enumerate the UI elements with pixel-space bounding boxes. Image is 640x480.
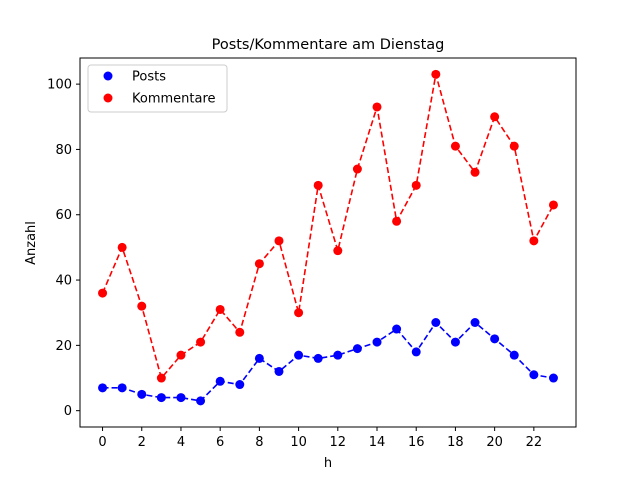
legend-label: Posts [132, 70, 166, 85]
data-point-kommentare [450, 141, 460, 151]
data-point-kommentare [215, 304, 225, 314]
data-point-posts [156, 393, 166, 403]
y-tick-label: 40 [55, 274, 72, 289]
x-tick-label: 6 [216, 435, 224, 450]
data-point-posts [333, 350, 343, 360]
data-point-kommentare [254, 259, 264, 269]
x-tick-label: 20 [486, 435, 503, 450]
x-axis-label: h [324, 456, 332, 471]
data-point-kommentare [313, 180, 323, 190]
data-point-posts [313, 353, 323, 363]
data-point-posts [450, 337, 460, 347]
series-line-kommentare [101, 74, 555, 380]
data-point-kommentare [274, 236, 284, 246]
chart-title: Posts/Kommentare am Dienstag [212, 37, 445, 53]
legend-box [87, 64, 228, 113]
data-point-posts [352, 344, 362, 354]
x-tick-label: 2 [138, 435, 146, 450]
data-point-posts [137, 389, 147, 399]
data-point-kommentare [372, 102, 382, 112]
data-point-posts [509, 350, 519, 360]
data-point-posts [215, 376, 225, 386]
data-point-kommentare [176, 350, 186, 360]
data-point-kommentare [117, 242, 127, 252]
data-point-posts [372, 337, 382, 347]
data-point-kommentare [470, 167, 480, 177]
data-point-kommentare [235, 327, 245, 337]
data-point-kommentare [294, 308, 304, 318]
legend: Posts Kommentare [87, 64, 228, 113]
y-tick-label: 60 [55, 208, 72, 223]
data-point-posts [548, 373, 558, 383]
data-point-kommentare [98, 288, 108, 298]
series-line-posts [102, 321, 554, 402]
y-tick-label: 0 [64, 404, 72, 419]
x-tick-label: 4 [177, 435, 185, 450]
plot-frame [79, 57, 577, 428]
data-point-posts [470, 318, 480, 328]
legend-label: Kommentare [132, 92, 216, 107]
x-tick-label: 0 [98, 435, 106, 450]
data-point-kommentare [548, 200, 558, 210]
data-point-kommentare [333, 246, 343, 256]
y-tick-label: 100 [47, 78, 72, 93]
data-point-posts [117, 383, 127, 393]
data-point-kommentare [490, 112, 500, 122]
data-point-posts [98, 383, 108, 393]
x-tick-label: 12 [330, 435, 347, 450]
data-point-kommentare [411, 180, 421, 190]
y-axis: 0 20 40 60 80 100 [47, 78, 80, 419]
data-point-kommentare [529, 236, 539, 246]
y-tick-label: 20 [55, 339, 72, 354]
data-point-posts [294, 350, 304, 360]
legend-marker [103, 71, 113, 81]
data-point-kommentare [156, 373, 166, 383]
data-point-posts [274, 366, 284, 376]
data-point-kommentare [431, 69, 441, 79]
y-tick-label: 80 [55, 143, 72, 158]
x-tick-label: 22 [526, 435, 543, 450]
data-point-posts [490, 334, 500, 344]
y-axis-label: Anzahl [24, 221, 39, 265]
x-axis: 0 2 4 6 8 10 12 14 16 18 20 22 [98, 427, 542, 450]
data-point-posts [529, 370, 539, 380]
x-tick-label: 14 [369, 435, 386, 450]
x-tick-label: 16 [408, 435, 425, 450]
data-point-posts [254, 353, 264, 363]
data-point-posts [411, 347, 421, 357]
data-point-posts [392, 324, 402, 334]
data-point-kommentare [196, 337, 206, 347]
data-point-kommentare [352, 164, 362, 174]
x-tick-label: 10 [290, 435, 307, 450]
legend-marker [103, 93, 113, 103]
x-tick-label: 8 [255, 435, 263, 450]
data-point-posts [431, 318, 441, 328]
data-point-posts [196, 396, 206, 406]
plot-area [98, 69, 558, 406]
data-point-kommentare [392, 216, 402, 226]
data-point-kommentare [137, 301, 147, 311]
data-point-posts [176, 393, 186, 403]
x-tick-label: 18 [447, 435, 464, 450]
data-point-posts [235, 380, 245, 390]
data-point-kommentare [509, 141, 519, 151]
